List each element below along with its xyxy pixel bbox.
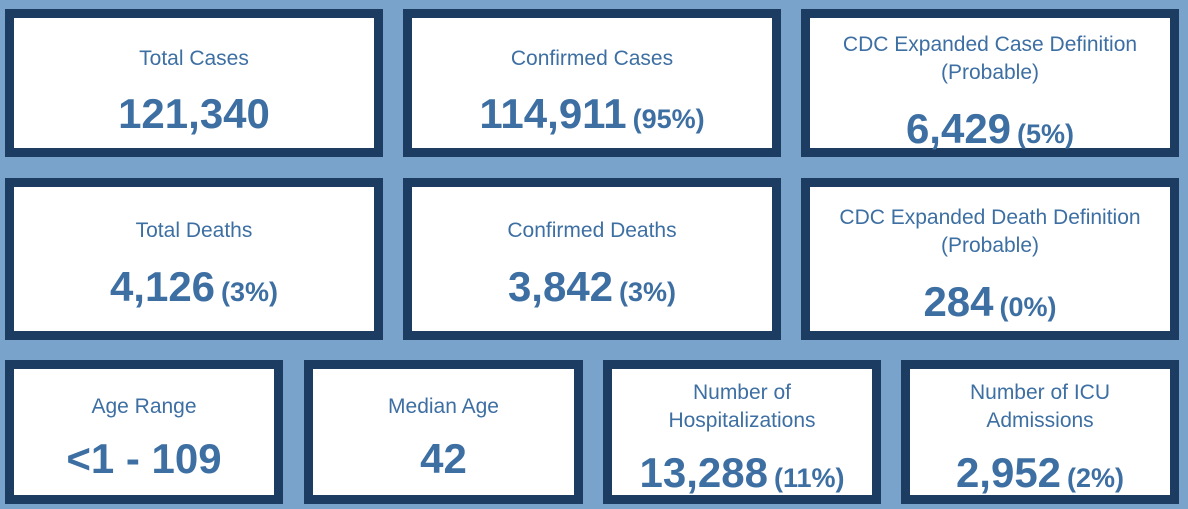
confirmed-deaths-label: Confirmed Deaths xyxy=(507,219,677,242)
probable-deaths-label-line2: (Probable) xyxy=(940,234,1040,257)
confirmed-cases-card: Confirmed Cases 114,911 (95%) xyxy=(403,9,781,157)
age-range-card: Age Range <1 - 109 xyxy=(5,360,283,504)
probable-cases-value: 6,429 xyxy=(905,105,1012,152)
hospitalizations-card: Number of Hospitalizations 13,288 (11%) xyxy=(603,360,881,504)
total-cases-label: Total Cases xyxy=(139,47,249,70)
median-age-card: Median Age 42 xyxy=(304,360,583,504)
median-age-label: Median Age xyxy=(388,395,499,418)
median-age-value-row: 42 xyxy=(313,435,574,483)
probable-deaths-value: 284 xyxy=(923,278,994,325)
age-range-value: <1 - 109 xyxy=(66,435,222,482)
hospitalizations-label-line2: Hospitalizations xyxy=(668,409,816,432)
hospitalizations-label-line1: Number of xyxy=(692,381,792,404)
age-range-label: Age Range xyxy=(91,395,197,418)
icu-admissions-pct: (2%) xyxy=(1067,463,1125,493)
hospitalizations-value: 13,288 xyxy=(639,449,768,496)
total-deaths-value-row: 4,126 (3%) xyxy=(14,263,374,311)
icu-admissions-value: 2,952 xyxy=(955,449,1062,496)
probable-cases-value-row: 6,429 (5%) xyxy=(810,105,1170,153)
probable-cases-label-line1: CDC Expanded Case Definition xyxy=(842,33,1138,56)
confirmed-deaths-value: 3,842 xyxy=(507,263,614,310)
total-cases-value-row: 121,340 xyxy=(14,90,374,138)
probable-cases-label-line2: (Probable) xyxy=(940,61,1040,84)
confirmed-cases-value: 114,911 xyxy=(479,90,627,137)
icu-admissions-value-row: 2,952 (2%) xyxy=(910,449,1170,497)
total-deaths-value: 4,126 xyxy=(109,263,216,310)
total-cases-card: Total Cases 121,340 xyxy=(5,9,383,157)
confirmed-cases-label: Confirmed Cases xyxy=(510,47,674,70)
total-deaths-pct: (3%) xyxy=(221,277,279,307)
icu-admissions-label-line2: Admissions xyxy=(986,409,1094,432)
probable-deaths-pct: (0%) xyxy=(999,292,1057,322)
confirmed-cases-pct: (95%) xyxy=(632,104,705,134)
probable-deaths-label-line1: CDC Expanded Death Definition xyxy=(839,206,1141,229)
total-cases-value: 121,340 xyxy=(118,90,270,137)
probable-cases-card: CDC Expanded Case Definition (Probable) … xyxy=(801,9,1179,157)
hospitalizations-pct: (11%) xyxy=(773,463,845,493)
age-range-value-row: <1 - 109 xyxy=(14,435,274,483)
hospitalizations-value-row: 13,288 (11%) xyxy=(612,449,872,497)
icu-admissions-label-line1: Number of ICU xyxy=(969,381,1111,404)
confirmed-deaths-card: Confirmed Deaths 3,842 (3%) xyxy=(403,178,781,340)
confirmed-deaths-value-row: 3,842 (3%) xyxy=(412,263,772,311)
probable-deaths-card: CDC Expanded Death Definition (Probable)… xyxy=(801,178,1179,340)
total-deaths-card: Total Deaths 4,126 (3%) xyxy=(5,178,383,340)
total-deaths-label: Total Deaths xyxy=(135,219,253,242)
confirmed-deaths-pct: (3%) xyxy=(619,277,677,307)
icu-admissions-card: Number of ICU Admissions 2,952 (2%) xyxy=(901,360,1179,504)
probable-cases-pct: (5%) xyxy=(1017,119,1075,149)
median-age-value: 42 xyxy=(420,435,467,482)
confirmed-cases-value-row: 114,911 (95%) xyxy=(412,90,772,138)
probable-deaths-value-row: 284 (0%) xyxy=(810,278,1170,326)
